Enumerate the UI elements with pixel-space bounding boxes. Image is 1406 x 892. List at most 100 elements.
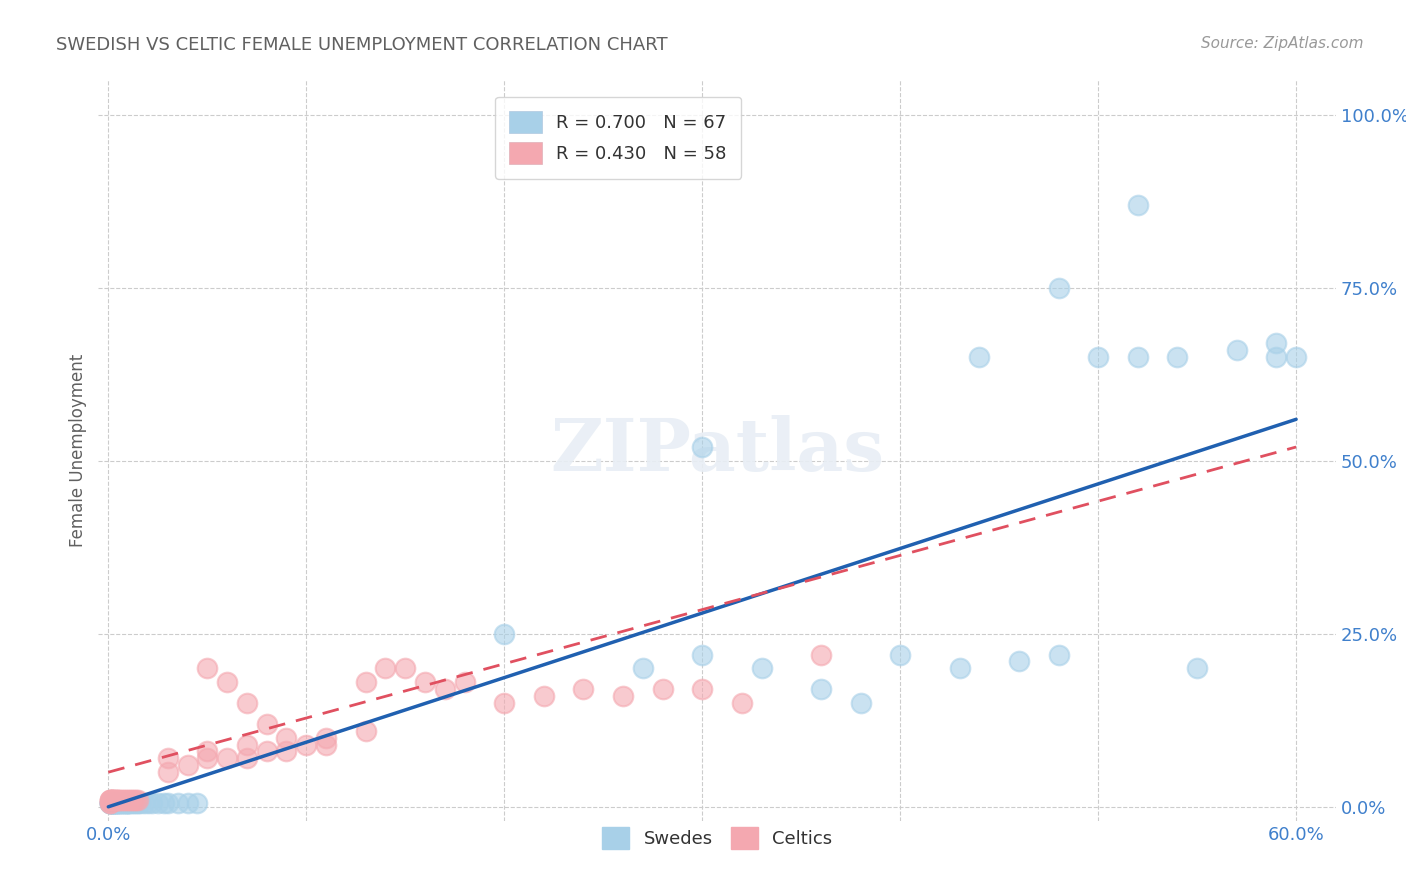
- Point: [115, 797, 138, 811]
- Point: [731, 696, 754, 710]
- Point: [115, 793, 138, 807]
- Point: [112, 797, 135, 811]
- Point: [1087, 350, 1109, 364]
- Point: [152, 797, 174, 811]
- Point: [98, 793, 121, 807]
- Point: [111, 793, 134, 807]
- Point: [136, 797, 159, 811]
- Point: [101, 793, 124, 807]
- Point: [236, 696, 259, 710]
- Text: ZIPatlas: ZIPatlas: [550, 415, 884, 486]
- Point: [276, 731, 298, 745]
- Point: [101, 797, 124, 811]
- Point: [115, 797, 138, 811]
- Point: [101, 797, 124, 811]
- Point: [98, 797, 121, 811]
- Point: [117, 797, 139, 811]
- Point: [141, 797, 163, 811]
- Point: [98, 797, 121, 811]
- Point: [103, 797, 125, 811]
- Point: [1126, 198, 1149, 212]
- Point: [533, 689, 555, 703]
- Point: [315, 738, 337, 752]
- Point: [413, 675, 436, 690]
- Point: [354, 675, 377, 690]
- Point: [195, 744, 218, 758]
- Point: [1047, 281, 1070, 295]
- Point: [690, 648, 713, 662]
- Point: [236, 738, 259, 752]
- Point: [690, 682, 713, 697]
- Point: [186, 797, 208, 811]
- Point: [112, 793, 135, 807]
- Point: [98, 797, 121, 811]
- Point: [117, 797, 139, 811]
- Point: [132, 797, 155, 811]
- Point: [651, 682, 673, 697]
- Point: [217, 675, 239, 690]
- Point: [1166, 350, 1188, 364]
- Point: [156, 765, 179, 780]
- Point: [105, 797, 128, 811]
- Point: [127, 797, 149, 811]
- Point: [105, 793, 128, 807]
- Point: [1126, 350, 1149, 364]
- Point: [810, 682, 832, 697]
- Point: [1265, 350, 1288, 364]
- Point: [166, 797, 188, 811]
- Point: [1226, 343, 1249, 358]
- Point: [103, 797, 125, 811]
- Point: [117, 797, 139, 811]
- Point: [494, 627, 516, 641]
- Point: [1008, 655, 1031, 669]
- Point: [101, 797, 124, 811]
- Point: [849, 696, 872, 710]
- Point: [120, 797, 142, 811]
- Point: [631, 661, 654, 675]
- Point: [751, 661, 773, 675]
- Point: [101, 797, 124, 811]
- Point: [176, 797, 198, 811]
- Point: [121, 797, 143, 811]
- Point: [107, 797, 129, 811]
- Point: [256, 716, 278, 731]
- Legend: Swedes, Celtics: Swedes, Celtics: [595, 820, 839, 856]
- Text: SWEDISH VS CELTIC FEMALE UNEMPLOYMENT CORRELATION CHART: SWEDISH VS CELTIC FEMALE UNEMPLOYMENT CO…: [56, 36, 668, 54]
- Point: [108, 797, 131, 811]
- Point: [103, 793, 125, 807]
- Point: [690, 440, 713, 454]
- Point: [810, 648, 832, 662]
- Point: [107, 793, 129, 807]
- Point: [156, 751, 179, 765]
- Text: Source: ZipAtlas.com: Source: ZipAtlas.com: [1201, 36, 1364, 51]
- Point: [107, 797, 129, 811]
- Point: [1047, 648, 1070, 662]
- Point: [105, 797, 128, 811]
- Point: [572, 682, 595, 697]
- Point: [107, 797, 129, 811]
- Point: [98, 793, 121, 807]
- Point: [127, 793, 149, 807]
- Point: [969, 350, 991, 364]
- Point: [129, 797, 152, 811]
- Point: [453, 675, 475, 690]
- Point: [948, 661, 970, 675]
- Point: [1185, 661, 1208, 675]
- Point: [101, 793, 124, 807]
- Point: [889, 648, 911, 662]
- Point: [195, 661, 218, 675]
- Point: [176, 758, 198, 772]
- Point: [354, 723, 377, 738]
- Point: [111, 797, 134, 811]
- Point: [117, 793, 139, 807]
- Point: [122, 797, 145, 811]
- Point: [394, 661, 416, 675]
- Point: [1285, 350, 1308, 364]
- Point: [125, 797, 148, 811]
- Point: [125, 793, 148, 807]
- Point: [108, 797, 131, 811]
- Point: [105, 793, 128, 807]
- Point: [101, 793, 124, 807]
- Point: [121, 793, 143, 807]
- Point: [98, 797, 121, 811]
